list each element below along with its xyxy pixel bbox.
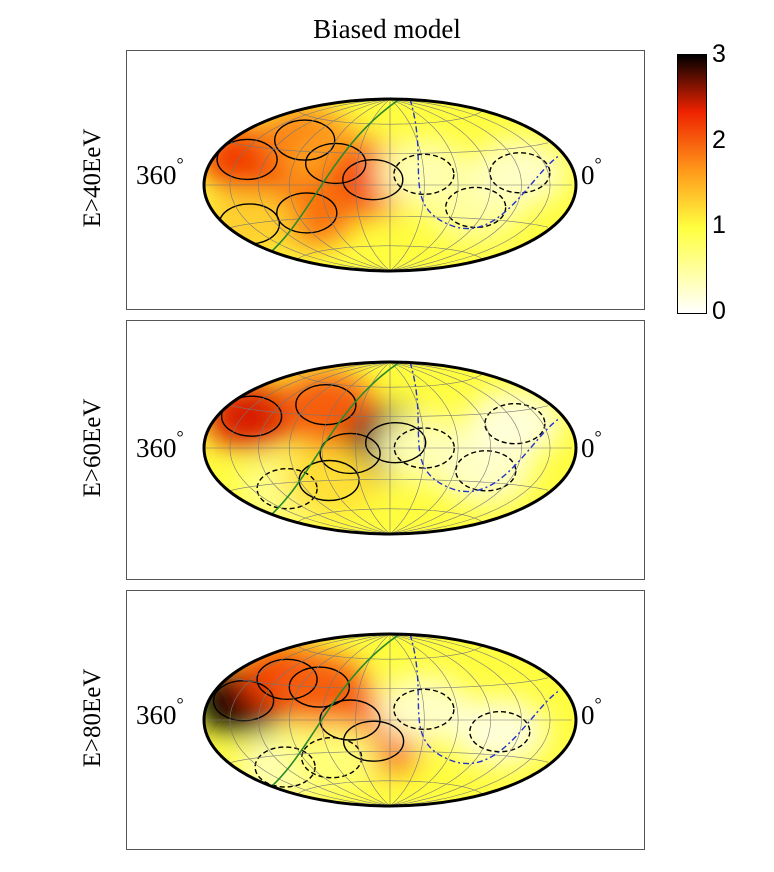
graticule-parallel — [296, 508, 483, 523]
contour-2 — [319, 432, 381, 475]
graticule-parallel — [296, 780, 483, 795]
colorbar-tick-1: 1 — [712, 211, 726, 239]
contour-8 — [300, 736, 363, 779]
graticule-parallel — [228, 676, 549, 689]
graticule-parallel — [228, 404, 549, 417]
graticule-parallel — [228, 479, 549, 492]
heat-region-6 — [451, 697, 548, 766]
lon-label-right-40: 0° — [581, 154, 602, 190]
contour-0 — [216, 138, 278, 181]
graticule-parallel — [228, 216, 549, 229]
supergalactic-plane-line — [409, 362, 561, 493]
lon-label-left-40: 360° — [136, 154, 184, 190]
contour-2 — [304, 142, 367, 185]
contour-6 — [469, 710, 531, 753]
contour-1 — [273, 119, 336, 161]
galactic-plane-line — [259, 634, 401, 797]
lon-label-right-80: 0° — [581, 694, 602, 730]
galactic-plane-line — [259, 362, 401, 525]
panel-ylabel-80: E>80EeV — [79, 668, 106, 768]
panel-ylabel-40: E>40EeV — [79, 128, 106, 228]
graticule-parallel — [296, 245, 483, 260]
skymap-border — [202, 97, 578, 273]
contour-3 — [342, 158, 404, 201]
contour-4 — [342, 720, 405, 762]
contour-4 — [393, 153, 455, 196]
supergalactic-plane-line — [409, 99, 561, 230]
galactic-plane-line — [259, 99, 401, 262]
contour-7 — [254, 746, 316, 788]
graticule-parallel — [296, 110, 483, 125]
contour-2 — [288, 666, 351, 708]
skymap-60 — [202, 360, 578, 536]
skymap-80 — [202, 632, 578, 808]
contour-7 — [276, 192, 338, 234]
contour-0 — [220, 395, 283, 437]
lon-label-left-60: 360° — [136, 427, 184, 463]
lon-label-left-80: 360° — [136, 694, 184, 730]
panel-ylabel-60: E>60EeV — [79, 398, 106, 498]
contour-6 — [489, 152, 551, 194]
graticule-parallel — [228, 751, 549, 764]
graticule-parallel — [228, 141, 549, 154]
contour-3 — [364, 421, 427, 464]
skymap-border — [202, 632, 578, 808]
graticule-parallel — [296, 373, 483, 388]
figure-title: Biased model — [313, 14, 461, 44]
skymap-40 — [202, 97, 578, 273]
supergalactic-plane-line — [409, 634, 561, 765]
colorbar — [677, 54, 707, 314]
colorbar-tick-0: 0 — [712, 297, 726, 325]
lon-label-right-60: 0° — [581, 427, 602, 463]
contour-0 — [212, 679, 275, 722]
contour-6 — [484, 402, 546, 445]
contour-5 — [445, 186, 507, 229]
contour-1 — [256, 658, 318, 700]
colorbar-tick-3: 3 — [712, 40, 726, 68]
colorbar-tick-2: 2 — [712, 126, 726, 154]
graticule-parallel — [296, 645, 483, 660]
skymap-border — [202, 360, 578, 536]
contour-7 — [256, 467, 318, 510]
